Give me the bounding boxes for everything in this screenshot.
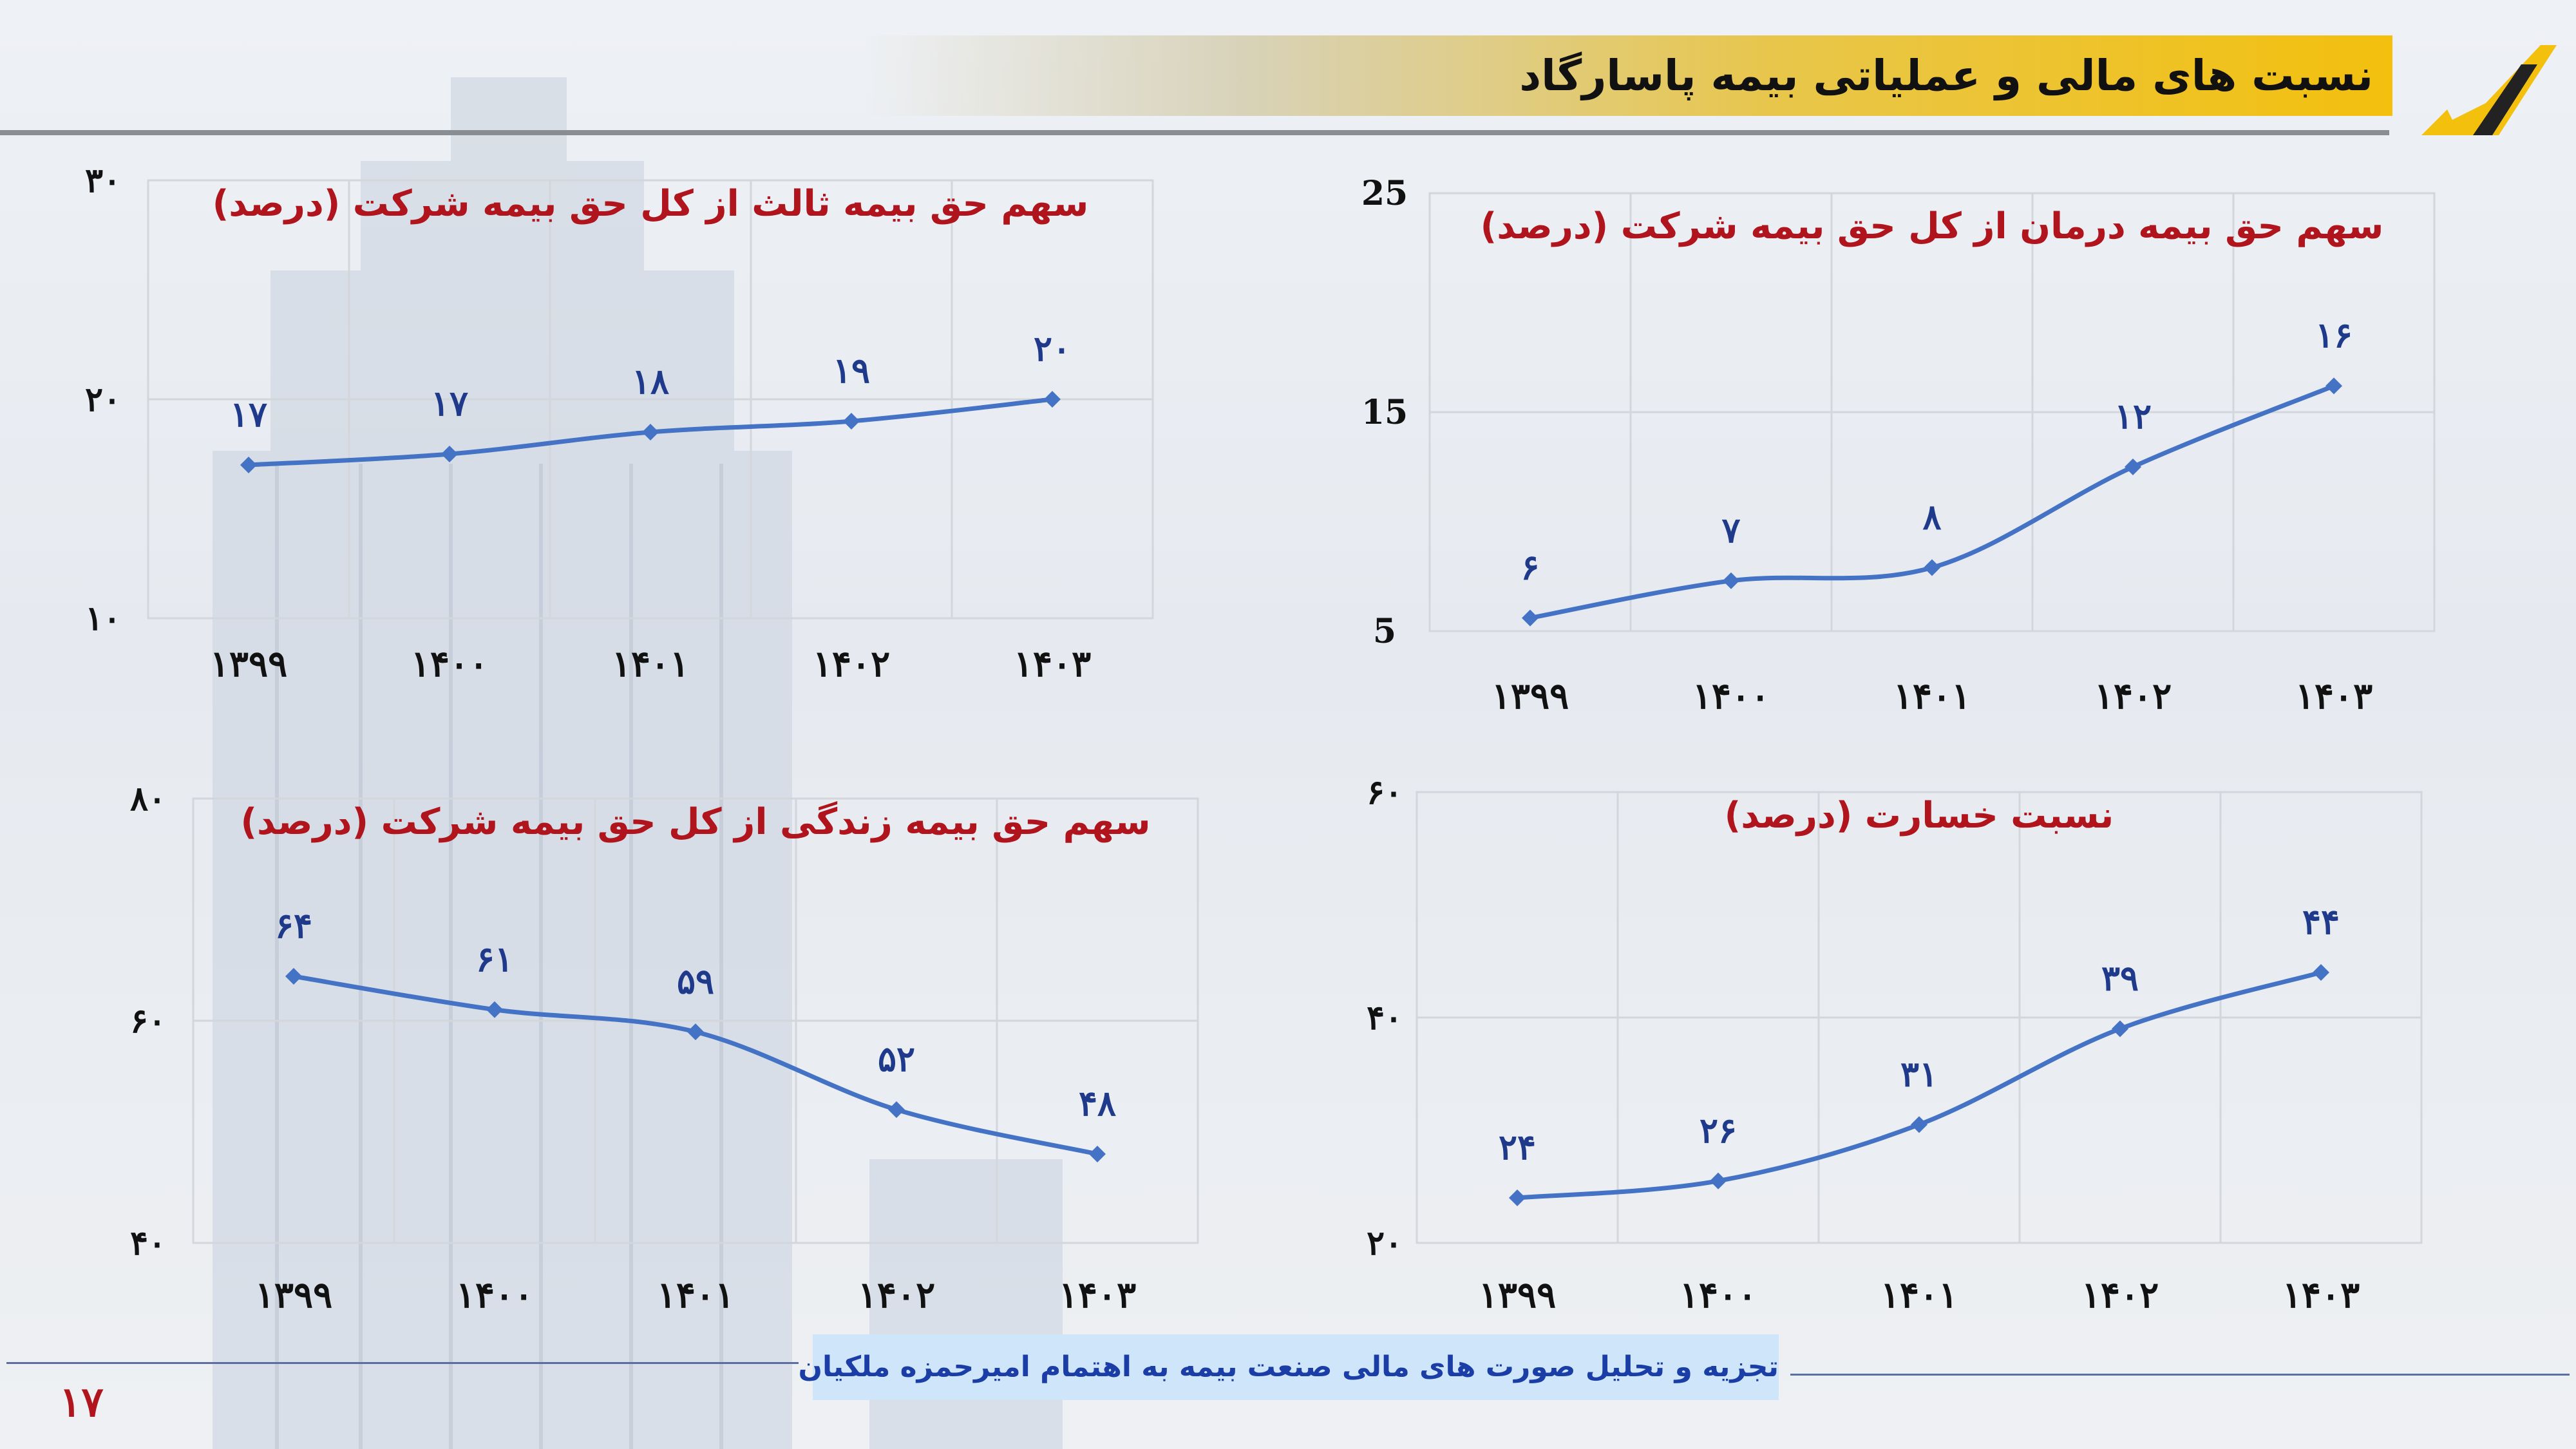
y-tick-label: ۳۰	[85, 161, 121, 200]
data-label: ۶	[1520, 547, 1539, 588]
data-point	[642, 424, 659, 440]
x-tick-label: ۱۴۰۱	[657, 1274, 734, 1316]
data-label: ۴۸	[1079, 1083, 1116, 1124]
life-share-chart: ۴۰ ۶۰ ۸۰ ۱۳۹۹ ۱۴۰۰ ۱۴۰۱ ۱۴۰۲ ۱۴۰۳ ۶۴ ۶۱ ۵۹ ۵۲ ۴۸ سهم …	[130, 779, 1199, 1316]
chart-title: سهم حق بیمه درمان از کل حق بیمه شرکت (در…	[1481, 205, 2384, 247]
data-point	[441, 446, 458, 462]
data-label: ۱۸	[632, 361, 669, 402]
x-tick-label: ۱۴۰۱	[1880, 1274, 1958, 1316]
page-number: ۱۷	[59, 1378, 104, 1426]
data-label: ۱۲	[2114, 395, 2152, 437]
data-point	[1509, 1189, 1526, 1206]
data-point	[1044, 391, 1061, 408]
x-tick-label: ۱۴۰۰	[411, 643, 488, 685]
data-label: ۲۴	[1499, 1126, 1536, 1168]
data-label: ۲۰	[1034, 328, 1071, 369]
data-point	[1710, 1172, 1727, 1189]
x-tick-label: ۱۴۰۳	[2295, 675, 2372, 717]
data-label: ۸	[1922, 496, 1941, 537]
data-point	[1924, 559, 1940, 576]
data-point	[687, 1023, 704, 1041]
data-point	[285, 968, 302, 985]
data-point	[1723, 572, 1739, 589]
data-label: ۲۶	[1700, 1110, 1737, 1151]
data-label: ۵۲	[878, 1038, 915, 1079]
data-label: ۵۹	[677, 960, 714, 1001]
data-point	[2112, 1020, 2128, 1037]
x-tick-label: ۱۴۰۳	[2282, 1274, 2360, 1316]
chart-title: سهم حق بیمه ثالث از کل حق بیمه شرکت (درص…	[213, 183, 1089, 225]
health-share-chart: 5 15 25 ۱۳۹۹ ۱۴۰۰ ۱۴۰۱ ۱۴۰۲ ۱۴۰۳ ۶ ۷ ۸ ۱۲ ۱۶ سهم حق ب…	[1361, 174, 2436, 717]
x-tick-label: ۱۴۰۲	[2081, 1274, 2159, 1316]
data-point	[486, 1001, 503, 1018]
x-tick-label: ۱۴۰۱	[612, 643, 689, 685]
y-tick-label: ۶۰	[130, 1001, 166, 1041]
data-label: ۶۴	[275, 905, 312, 946]
company-logo-icon	[2421, 45, 2557, 135]
loss-ratio-chart: ۲۰ ۴۰ ۶۰ ۱۳۹۹ ۱۴۰۰ ۱۴۰۱ ۱۴۰۲ ۱۴۰۳ ۲۴ ۲۶ ۳۱ ۳۹ ۴۴ نسبت…	[1367, 773, 2423, 1316]
data-point	[1522, 609, 1539, 627]
data-point	[843, 413, 860, 430]
x-tick-label: ۱۴۰۰	[1692, 675, 1770, 717]
x-tick-label: ۱۳۹۹	[1492, 675, 1569, 717]
third-party-share-chart: ۱۰ ۲۰ ۳۰ ۱۳۹۹ ۱۴۰۰ ۱۴۰۱ ۱۴۰۲ ۱۴۰۳ ۱۷ ۱۷ ۱۸ ۱۹ ۲۰ سهم …	[85, 161, 1154, 685]
x-tick-label: ۱۴۰۲	[858, 1274, 935, 1316]
data-label: ۱۹	[833, 350, 870, 391]
data-point	[2313, 964, 2329, 981]
data-point	[1089, 1146, 1106, 1162]
data-point	[2325, 377, 2342, 395]
data-label: ۳۱	[1900, 1053, 1938, 1094]
data-point	[2125, 459, 2141, 475]
data-label: ۴۴	[2302, 901, 2340, 942]
x-tick-label: ۱۴۰۳	[1014, 643, 1091, 685]
data-point	[240, 457, 257, 473]
y-tick-label: ۲۰	[85, 380, 121, 419]
page-title: نسبت های مالی و عملیاتی بیمه پاسارگاد	[1519, 51, 2373, 100]
y-tick-label: ۴۰	[1367, 998, 1403, 1037]
x-tick-label: ۱۴۰۰	[456, 1274, 533, 1316]
footer-caption-box: تجزیه و تحلیل صورت های مالی صنعت بیمه به…	[798, 1334, 1779, 1400]
series-line	[293, 974, 1098, 1157]
data-label: ۷	[1721, 509, 1740, 551]
data-label: ۱۷	[431, 383, 468, 424]
data-label: ۶۱	[476, 938, 513, 980]
header-divider	[0, 130, 2389, 135]
x-tick-label: ۱۳۹۹	[1479, 1274, 1556, 1316]
data-label: ۱۶	[2315, 314, 2353, 355]
footer-divider-right	[1790, 1374, 2570, 1376]
y-tick-label: ۱۰	[85, 599, 121, 638]
data-point	[888, 1101, 905, 1118]
chart-title: نسبت خسارت (درصد)	[1725, 795, 2114, 837]
x-tick-label: ۱۳۹۹	[210, 643, 287, 685]
x-tick-label: ۱۴۰۱	[1893, 675, 1971, 717]
chart-title: سهم حق بیمه زندگی از کل حق بیمه شرکت (در…	[240, 801, 1150, 843]
y-tick-label: ۴۰	[130, 1224, 166, 1263]
x-tick-label: ۱۴۰۲	[2094, 675, 2172, 717]
y-tick-label: ۲۰	[1367, 1224, 1403, 1263]
x-tick-label: ۱۴۰۰	[1680, 1274, 1757, 1316]
y-tick-label: 5	[1373, 612, 1396, 651]
y-tick-label: 25	[1361, 174, 1408, 213]
y-tick-label: ۶۰	[1367, 773, 1403, 812]
x-tick-label: ۱۴۰۲	[813, 643, 890, 685]
footer-divider-left	[6, 1362, 799, 1364]
y-tick-label: ۸۰	[130, 779, 166, 819]
footer-caption: تجزیه و تحلیل صورت های مالی صنعت بیمه به…	[798, 1350, 1779, 1383]
data-label: ۳۹	[2101, 958, 2139, 999]
data-label: ۱۷	[230, 393, 267, 435]
y-tick-label: 15	[1361, 393, 1408, 432]
header-bar	[863, 35, 2392, 116]
x-tick-label: ۱۴۰۳	[1059, 1274, 1136, 1316]
x-tick-label: ۱۳۹۹	[255, 1274, 332, 1316]
data-point	[1911, 1116, 1927, 1133]
